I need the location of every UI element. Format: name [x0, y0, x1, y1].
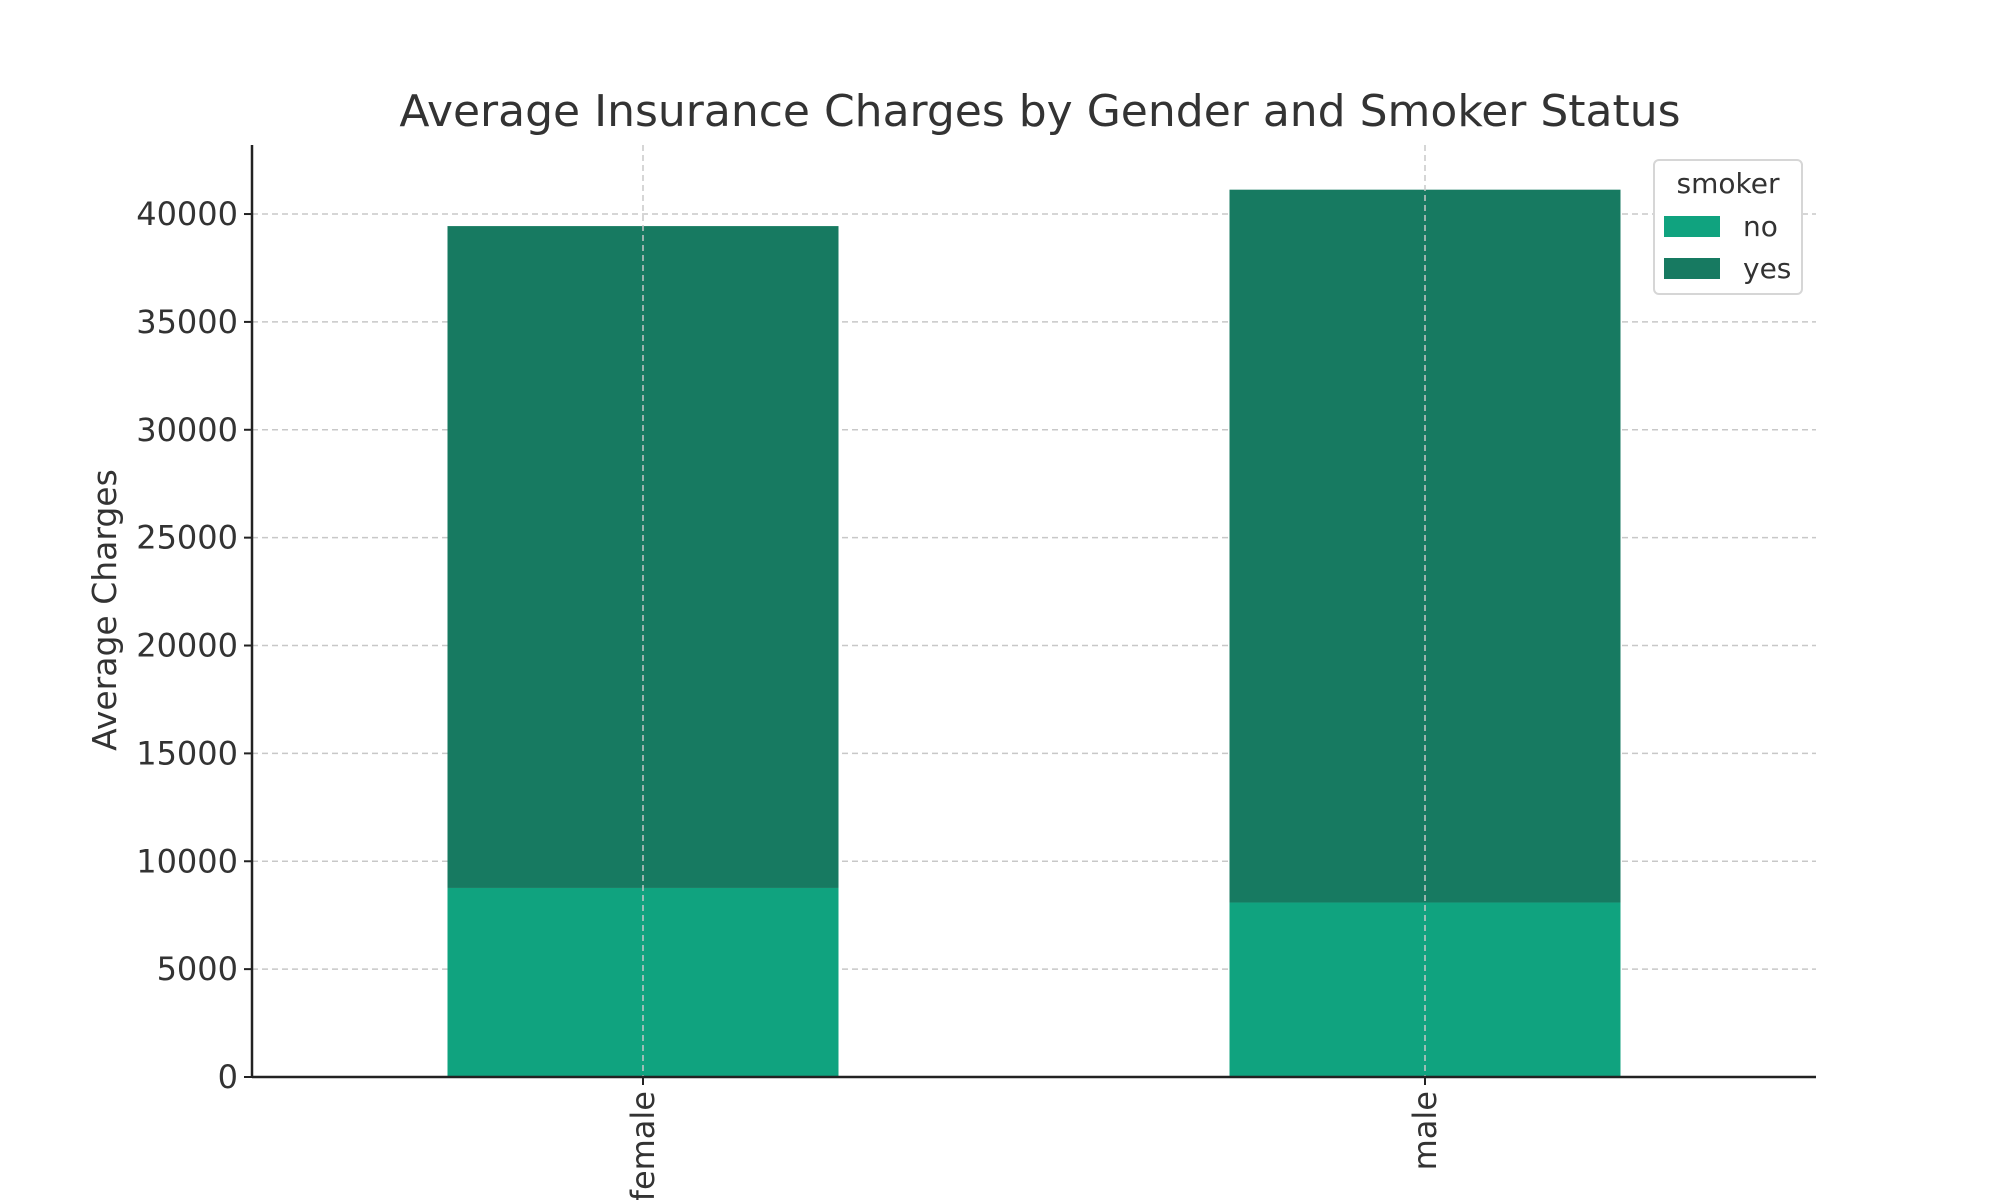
x-tick-label: male	[1406, 1091, 1444, 1170]
y-tick-label: 35000	[136, 303, 238, 341]
y-tick-label: 5000	[157, 950, 238, 988]
y-tick-label: 15000	[136, 734, 238, 772]
chart-title: Average Insurance Charges by Gender and …	[399, 86, 1680, 137]
y-tick-label: 40000	[136, 195, 238, 233]
ticks-layer: 0 5000 10000 15000 20000 25000 30000 35000 40000…	[136, 195, 1444, 1201]
x-tick-label: female	[624, 1091, 662, 1200]
y-tick-label: 0	[218, 1058, 238, 1096]
legend-label-yes: yes	[1743, 252, 1791, 285]
legend-swatch-yes	[1664, 258, 1720, 279]
vertical-grid-layer	[642, 145, 1426, 1077]
y-tick-label: 20000	[136, 627, 238, 665]
y-axis-label: Average Charges	[85, 469, 124, 751]
y-tick-label: 30000	[136, 411, 238, 449]
y-tick-label: 10000	[136, 842, 238, 880]
axes-layer	[250, 145, 1816, 1079]
legend-label-no: no	[1743, 210, 1778, 243]
bars-layer	[447, 189, 1621, 1077]
legend-title: smoker	[1677, 167, 1780, 200]
y-tick-label: 25000	[136, 519, 238, 557]
legend-swatch-no	[1664, 216, 1720, 237]
legend: smoker no yes	[1653, 159, 1803, 295]
